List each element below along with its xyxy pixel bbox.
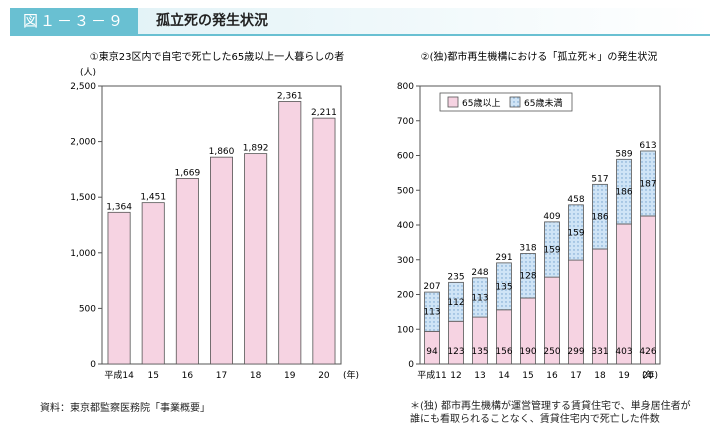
chart1-bar <box>175 178 199 365</box>
chart1-data-label: 1,364 <box>106 202 132 212</box>
figure-title: 孤立死の発生状況 <box>156 13 268 29</box>
chart1-data-label: 2,361 <box>277 91 303 101</box>
chart1-xtick-label: 15 <box>147 371 158 381</box>
chart1-data-label: 1,451 <box>140 193 166 203</box>
figure-header: 図１－３－９ 孤立死の発生状況 <box>10 8 710 34</box>
figure-number: 図１－３－９ <box>10 8 138 34</box>
chart1-data-label: 2,211 <box>311 108 337 118</box>
chart1-xtick-label: 17 <box>216 371 227 381</box>
chart1-ytick-label: 500 <box>79 304 96 314</box>
chart1-ytick-label: 2,500 <box>70 82 96 92</box>
chart1-xtick-label: 19 <box>284 371 296 381</box>
chart1-bar <box>312 117 336 365</box>
chart1-ylabel: (人) <box>80 67 96 78</box>
chart1-data-label: 1,669 <box>174 168 200 178</box>
figure-title-bar <box>138 8 710 34</box>
chart1-ytick-label: 1,500 <box>70 193 96 203</box>
chart1-bar <box>244 153 268 365</box>
chart1-xtick-label: 20 <box>318 371 330 381</box>
chart1-bar <box>141 202 165 365</box>
chart1-xlabel: (年) <box>343 369 359 381</box>
footnote-line-1: ＊(独) 都市再生機構が運営管理する賃貸住宅で、単身居住者が <box>410 401 691 412</box>
chart1-ytick-label: 1,000 <box>70 249 96 259</box>
chart1-ytick-label: 2,000 <box>70 138 96 148</box>
footnote-line-2: 誰にも看取られることなく、賃貸住宅内で死亡した件数 <box>410 414 660 425</box>
chart1-xtick-label: 18 <box>250 371 262 381</box>
chart1-bar <box>210 156 233 365</box>
chart1-xtick-label: 16 <box>182 371 194 381</box>
source-note: 資料：東京都監察医務院「事業概要」 <box>40 403 210 414</box>
chart1-data-label: 1,892 <box>243 144 269 154</box>
chart1-xtick-label: 平成14 <box>104 369 134 381</box>
chart1-bar <box>107 211 131 365</box>
chart1-data-label: 1,860 <box>209 147 235 157</box>
chart1-title: ①東京23区内で自宅で死亡した65歳以上一人暮らしの者 <box>90 50 344 63</box>
chart1-bar <box>278 101 302 365</box>
header-rule <box>10 34 710 36</box>
chart1-ytick-label: 0 <box>90 360 96 370</box>
